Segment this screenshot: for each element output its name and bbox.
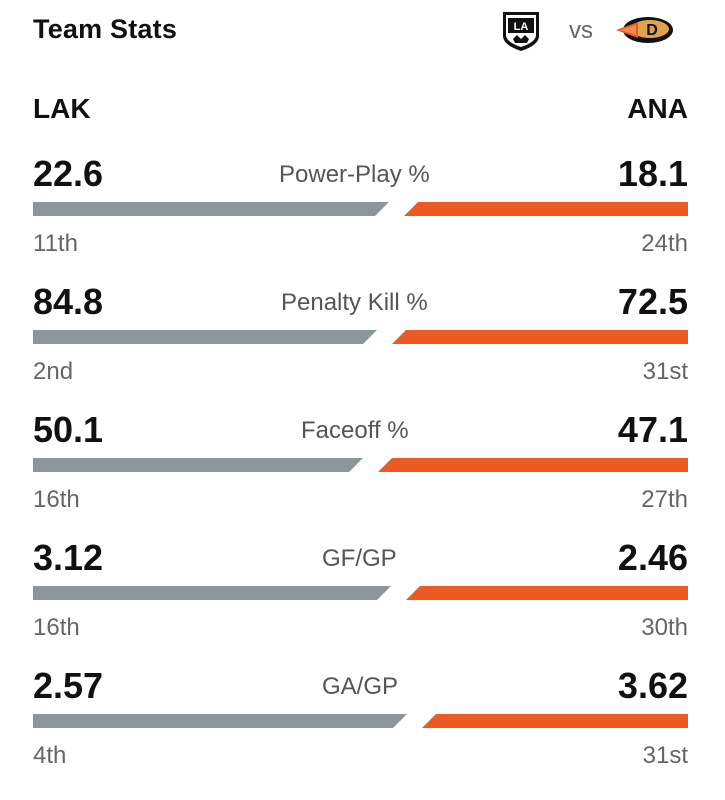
left-rank: 16th — [33, 614, 80, 641]
left-rank: 11th — [33, 230, 78, 257]
right-rank: 31st — [642, 742, 688, 769]
left-value: 2.57 — [33, 665, 104, 706]
team-abbr-left: LAK — [33, 93, 91, 124]
right-value: 72.5 — [617, 281, 688, 322]
stat-label: Penalty Kill % — [281, 289, 428, 316]
left-bar — [33, 714, 407, 728]
right-rank: 31st — [642, 358, 688, 385]
right-rank: 27th — [641, 486, 688, 513]
stat-row-faceoff: 50.1 Faceoff % 47.1 16th 27th — [0, 408, 725, 536]
left-rank: 2nd — [33, 358, 74, 385]
left-value: 22.6 — [33, 153, 104, 194]
stat-label: GF/GP — [322, 545, 397, 572]
right-value: 18.1 — [617, 153, 688, 194]
stat-row-penalty-kill: 84.8 Penalty Kill % 72.5 2nd 31st — [0, 280, 725, 408]
team-abbr-right: ANA — [627, 93, 688, 124]
right-bar — [422, 714, 688, 728]
left-bar — [33, 330, 377, 344]
left-rank: 4th — [33, 742, 67, 769]
anaheim-ducks-logo-icon: D — [616, 17, 673, 43]
stat-row-ga-gp: 2.57 GA/GP 3.62 4th 31st — [0, 664, 725, 792]
page-title: Team Stats — [33, 14, 178, 44]
stat-label: Power-Play % — [279, 161, 430, 188]
right-bar — [404, 202, 688, 216]
stat-row-power-play: 22.6 Power-Play % 18.1 11th 24th — [0, 152, 725, 280]
right-bar — [378, 458, 688, 472]
right-value: 3.62 — [617, 665, 688, 706]
right-rank: 24th — [641, 230, 688, 257]
stat-label: Faceoff % — [301, 417, 409, 444]
stat-row-gf-gp: 3.12 GF/GP 2.46 16th 30th — [0, 536, 725, 664]
right-bar — [392, 330, 688, 344]
versus-label: vs — [569, 17, 593, 44]
left-bar — [33, 202, 389, 216]
stat-label: GA/GP — [322, 673, 399, 700]
right-value: 2.46 — [617, 537, 688, 578]
left-value: 50.1 — [33, 409, 104, 450]
la-kings-logo-icon: LA — [503, 12, 539, 51]
right-value: 47.1 — [617, 409, 688, 450]
left-value: 3.12 — [33, 537, 104, 578]
svg-text:D: D — [646, 22, 658, 39]
left-bar — [33, 458, 363, 472]
left-value: 84.8 — [33, 281, 104, 322]
right-bar — [406, 586, 688, 600]
right-rank: 30th — [641, 614, 688, 641]
left-rank: 16th — [33, 486, 80, 513]
svg-text:LA: LA — [514, 21, 529, 33]
left-bar — [33, 586, 391, 600]
